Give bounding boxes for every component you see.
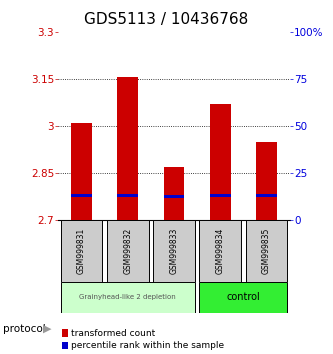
Bar	[246, 220, 287, 282]
Text: protocol: protocol	[3, 324, 46, 333]
Bar	[256, 194, 277, 197]
Bar	[61, 220, 102, 282]
Bar	[256, 142, 277, 220]
Bar	[153, 220, 195, 282]
Bar	[164, 195, 184, 198]
Text: control: control	[226, 292, 260, 302]
Bar	[117, 78, 138, 220]
Text: transformed count: transformed count	[71, 329, 155, 338]
Text: GSM999834: GSM999834	[216, 228, 225, 274]
Text: GSM999832: GSM999832	[123, 228, 132, 274]
Bar	[71, 123, 92, 220]
Bar	[164, 167, 184, 220]
Bar	[210, 194, 231, 197]
Text: percentile rank within the sample: percentile rank within the sample	[71, 341, 224, 350]
Bar	[71, 194, 92, 197]
Text: Grainyhead-like 2 depletion: Grainyhead-like 2 depletion	[79, 295, 176, 300]
Bar	[199, 282, 287, 313]
Bar	[107, 220, 149, 282]
Text: GSM999833: GSM999833	[169, 228, 178, 274]
Text: GDS5113 / 10436768: GDS5113 / 10436768	[84, 12, 249, 27]
Text: ▶: ▶	[43, 324, 52, 333]
Text: GSM999831: GSM999831	[77, 228, 86, 274]
Bar	[199, 220, 241, 282]
Bar	[117, 194, 138, 197]
Bar	[210, 104, 231, 220]
Text: GSM999835: GSM999835	[262, 228, 271, 274]
Bar	[61, 282, 195, 313]
